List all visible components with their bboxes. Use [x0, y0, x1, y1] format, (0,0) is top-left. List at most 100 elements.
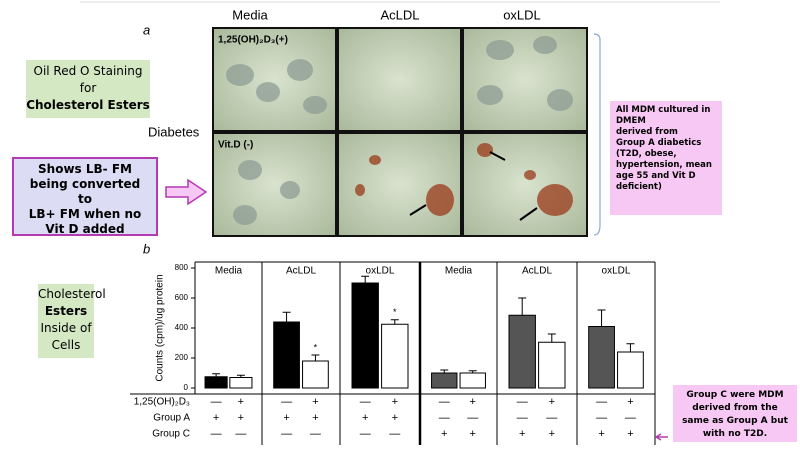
sign: —	[281, 428, 292, 440]
sign: —	[389, 428, 400, 440]
column-label: AcLDL	[380, 7, 419, 22]
error-bar	[597, 309, 606, 327]
panel-title: Media	[215, 266, 243, 277]
sign: —	[625, 412, 636, 424]
error-bar	[311, 354, 320, 361]
micrograph	[212, 132, 337, 237]
note-line: Group A diabetics (T2D, obese, hypertens…	[616, 138, 712, 192]
sign: +	[549, 396, 555, 408]
micrograph	[462, 27, 588, 132]
error-bar	[212, 373, 221, 377]
arrows	[409, 151, 538, 221]
cells	[226, 36, 573, 225]
sign: +	[549, 428, 555, 440]
note-line: Shows LB- FM	[38, 162, 132, 176]
micrographs: 1,25(OH)₂D₃(+) Vit.D (-)	[212, 27, 588, 237]
sign: —	[439, 396, 450, 408]
bar	[431, 372, 458, 389]
sign: —	[546, 412, 557, 424]
sign: —	[439, 412, 450, 424]
sign: —	[596, 412, 607, 424]
sign: —	[281, 396, 292, 408]
lipid-droplets	[355, 143, 573, 216]
y-tick-label: 600	[175, 293, 189, 302]
note-line: Group C were MDM derived from the same a…	[682, 390, 788, 439]
error-bar	[518, 297, 527, 316]
bar-chart: Counts (cpm)/ug protein 0 200 400 600 800 Medi…	[130, 261, 656, 445]
sign: —	[596, 396, 607, 408]
sign: +	[441, 428, 447, 440]
sign: +	[238, 396, 244, 408]
note-line: for	[79, 81, 97, 95]
sign: —	[360, 428, 371, 440]
sign: +	[312, 396, 318, 408]
bar	[302, 360, 329, 389]
sign: —	[310, 428, 321, 440]
sign: +	[519, 428, 525, 440]
sign: +	[627, 428, 633, 440]
note-line: Cells	[51, 338, 81, 352]
note-line: LB+ FM when no	[28, 207, 142, 221]
sign: +	[627, 396, 633, 408]
column-label: oxLDL	[503, 7, 541, 22]
conversion-note: Shows LB- FM being converted to LB+ FM w…	[12, 157, 158, 236]
bar	[459, 372, 486, 389]
sign: —	[517, 396, 528, 408]
note-line: Cholesterol Esters	[26, 98, 150, 112]
y-tick-label: 800	[175, 263, 189, 272]
sign: —	[517, 412, 528, 424]
panel-title: AcLDL	[522, 266, 552, 277]
panel-letter: a	[143, 22, 150, 37]
bar	[588, 326, 615, 389]
panel-title: Media	[445, 266, 473, 277]
error-bar	[440, 369, 449, 373]
error-bar	[236, 374, 245, 378]
panel-letter: b	[143, 241, 150, 256]
error-bar	[282, 311, 291, 322]
note-line: derived from	[616, 127, 678, 137]
sign: +	[470, 396, 476, 408]
sign: +	[238, 412, 244, 424]
bar	[381, 323, 409, 389]
sign: +	[213, 412, 219, 424]
note-line: Vit D added	[45, 222, 125, 236]
sign: +	[312, 412, 318, 424]
brace	[593, 33, 601, 236]
sign: +	[392, 412, 398, 424]
row-label: Group A	[153, 413, 190, 424]
sign: —	[467, 412, 478, 424]
significance-marker: *	[393, 307, 397, 317]
cohort-note: All MDM cultured in DMEM derived from Gr…	[610, 101, 722, 215]
staining-note: Oil Red O Staining for Cholesterol Ester…	[26, 60, 150, 118]
y-tick-label: 400	[175, 323, 189, 332]
error-bar	[626, 343, 635, 352]
note-line: to	[78, 192, 92, 206]
group-c-note: Group C were MDM derived from the same a…	[673, 385, 797, 442]
sign: —	[211, 428, 222, 440]
bar	[617, 351, 644, 389]
bar	[273, 321, 300, 389]
row-label: Vit.D (-)	[218, 140, 253, 151]
sign: +	[470, 428, 476, 440]
esters-note: Cholesterol Esters Inside of Cells	[38, 284, 106, 358]
note-line: Inside of	[40, 321, 92, 335]
note-line: Cholesterol	[38, 287, 106, 301]
y-tick-label: 0	[184, 383, 189, 392]
pointer	[655, 433, 668, 441]
sign: +	[283, 412, 289, 424]
significance-marker: *	[314, 342, 318, 352]
column-label: Media	[232, 7, 268, 22]
y-tick-label: 200	[175, 353, 189, 362]
sign: +	[598, 428, 604, 440]
sign: —	[235, 428, 246, 440]
row-label: 1,25(OH)₂D₃(+)	[218, 35, 288, 46]
bar	[204, 376, 228, 389]
row-label: 1,25(OH)₂D₃	[134, 397, 190, 408]
panel-title: oxLDL	[366, 266, 395, 277]
panel-title: oxLDL	[602, 266, 631, 277]
y-axis-label: Counts (cpm)/ug protein	[155, 274, 166, 381]
error-bar	[361, 275, 370, 283]
sign: —	[211, 396, 222, 408]
